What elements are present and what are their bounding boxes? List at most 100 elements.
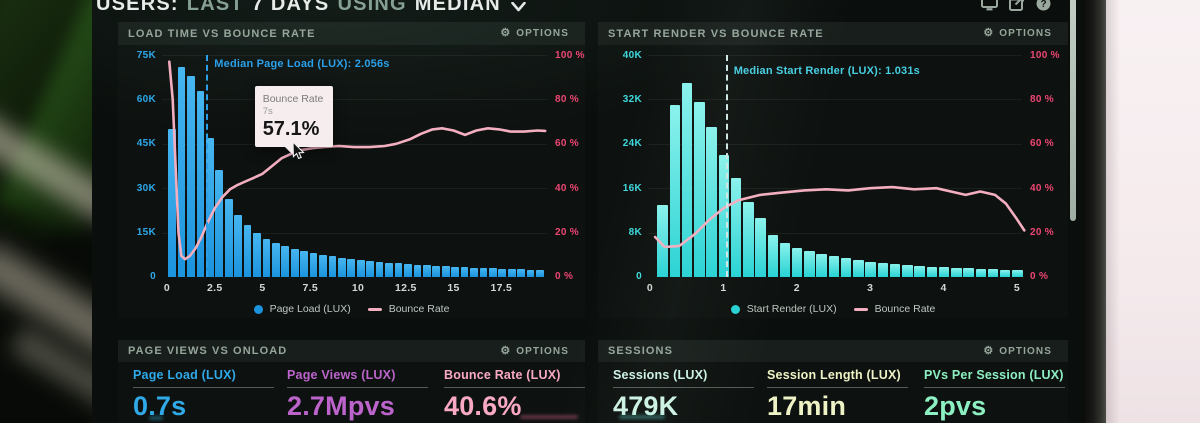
bar[interactable] [243, 225, 252, 277]
gridline [162, 99, 547, 101]
bar[interactable] [865, 261, 876, 277]
chart-plot[interactable]: Median Page Load (LUX): 2.056s Bounce Rat… [162, 55, 547, 277]
bar[interactable] [840, 258, 852, 277]
bar[interactable] [177, 66, 186, 277]
bar[interactable] [488, 268, 497, 277]
bar[interactable] [517, 269, 526, 277]
metric-underline [287, 387, 428, 388]
chevron-down-icon [511, 1, 526, 11]
bar[interactable] [791, 247, 803, 277]
bar[interactable] [187, 75, 195, 277]
bar[interactable] [375, 261, 384, 277]
legend-label[interactable]: Page Load (LUX) [269, 303, 351, 315]
bar[interactable] [951, 267, 962, 277]
x-axis: 0 2.5 5 7.5 10 12.5 15 17.5 [162, 282, 547, 295]
display-icon[interactable] [981, 0, 998, 12]
background-plant-blur [0, 0, 106, 423]
bar[interactable] [281, 245, 290, 277]
scrollbar-thumb[interactable] [1070, 0, 1076, 221]
bounce-rate-line[interactable] [162, 55, 547, 277]
bar[interactable] [963, 268, 974, 277]
bar[interactable] [460, 267, 469, 277]
bar[interactable] [914, 265, 925, 277]
options-label: OPTIONS [999, 345, 1052, 357]
bar[interactable] [413, 264, 422, 277]
bar[interactable] [816, 253, 827, 277]
bar[interactable] [987, 269, 999, 277]
y-tick-label: 0 % [1030, 270, 1049, 282]
bar[interactable] [926, 266, 938, 277]
bar[interactable] [755, 218, 766, 277]
legend-label[interactable]: Bounce Rate [874, 303, 936, 315]
bar[interactable] [253, 232, 261, 277]
bar[interactable] [394, 263, 403, 277]
bar[interactable] [356, 260, 365, 277]
bar[interactable] [681, 82, 693, 277]
bar[interactable] [938, 267, 950, 277]
bar[interactable] [271, 243, 280, 277]
bar[interactable] [694, 102, 705, 277]
bar[interactable] [779, 242, 791, 277]
bar[interactable] [319, 254, 327, 277]
bar[interactable] [767, 234, 779, 277]
bar[interactable] [404, 264, 412, 277]
bar[interactable] [347, 258, 356, 277]
bar[interactable] [451, 266, 459, 277]
legend-label[interactable]: Bounce Rate [388, 303, 450, 315]
bar[interactable] [853, 259, 864, 277]
bar[interactable] [300, 251, 308, 277]
options-button[interactable]: ⚙ OPTIONS [977, 27, 1058, 40]
bar[interactable] [432, 265, 441, 277]
legend-label[interactable]: Start Render (LUX) [746, 303, 837, 315]
gridline [648, 55, 1022, 56]
bar[interactable] [902, 264, 913, 277]
bar[interactable] [718, 154, 730, 277]
bar[interactable] [743, 202, 754, 277]
bar[interactable] [975, 268, 987, 277]
bar[interactable] [657, 204, 668, 277]
options-button[interactable]: ⚙ OPTIONS [494, 27, 575, 40]
bar[interactable] [999, 269, 1011, 277]
bar[interactable] [215, 170, 224, 277]
bar[interactable] [507, 269, 516, 277]
bar[interactable] [441, 266, 450, 277]
metric-underline [133, 387, 274, 388]
bar[interactable] [385, 262, 393, 277]
chart-legend: Page Load (LUX) Bounce Rate [118, 303, 585, 315]
help-icon[interactable]: ? [1036, 0, 1051, 12]
bar[interactable] [877, 262, 889, 277]
page-title-dropdown[interactable]: USERS: LAST 7 DAYS USING MEDIAN [96, 0, 526, 16]
bounce-rate-line[interactable] [648, 55, 1026, 277]
bar[interactable] [536, 269, 544, 277]
bar[interactable] [526, 269, 535, 277]
bar[interactable] [422, 265, 431, 277]
bar[interactable] [730, 178, 742, 277]
bar[interactable] [205, 137, 214, 277]
bar[interactable] [669, 104, 681, 277]
y-tick-label: 20 % [555, 226, 579, 238]
bar[interactable] [1012, 270, 1023, 277]
bar[interactable] [366, 261, 375, 277]
bar[interactable] [262, 238, 271, 277]
share-icon[interactable] [1009, 0, 1025, 12]
bar[interactable] [309, 253, 318, 277]
bar[interactable] [889, 263, 901, 277]
bar[interactable] [196, 90, 205, 277]
bar[interactable] [290, 248, 299, 277]
bar[interactable] [224, 198, 233, 277]
title-segment: USERS: [96, 0, 179, 15]
bar[interactable] [498, 268, 507, 277]
bar[interactable] [338, 257, 346, 277]
options-button[interactable]: ⚙ OPTIONS [977, 345, 1058, 358]
bar[interactable] [328, 256, 337, 277]
metric-underline [613, 387, 754, 388]
bar[interactable] [168, 129, 176, 277]
bar[interactable] [828, 255, 840, 277]
bar[interactable] [470, 267, 478, 277]
options-button[interactable]: ⚙ OPTIONS [494, 345, 575, 358]
bar[interactable] [706, 127, 717, 277]
bar[interactable] [234, 214, 242, 277]
chart-plot[interactable]: Median Start Render (LUX): 1.031s [648, 55, 1026, 277]
bar[interactable] [479, 268, 488, 277]
bar[interactable] [804, 250, 815, 277]
